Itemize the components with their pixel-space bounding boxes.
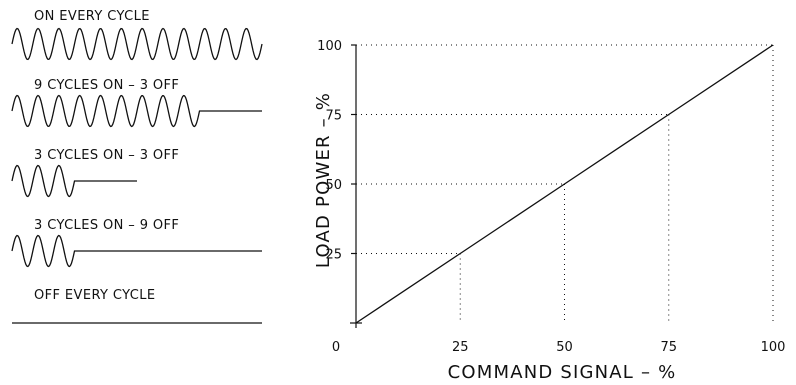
waveform-caption-on-every-cycle: ON EVERY CYCLE: [34, 9, 150, 24]
x-tick-label: 75: [660, 340, 677, 355]
y-tick-label: 50: [325, 178, 342, 193]
load-power-series-line: [355, 44, 774, 324]
y-axis-title: LOAD POWER – %: [313, 92, 334, 268]
x-axis-ticks: 0 25 50 75 100: [332, 340, 786, 355]
waveform-caption-off-every-cycle: OFF EVERY CYCLE: [34, 288, 156, 303]
x-tick-label: 50: [556, 340, 573, 355]
x-tick-label: 25: [452, 340, 469, 355]
waveform-caption-9-on-3-off: 9 CYCLES ON – 3 OFF: [34, 78, 179, 93]
y-tick-label: 75: [325, 109, 342, 124]
y-axis-ticks: 25 50 75 100: [317, 39, 356, 263]
waveform-panel: ON EVERY CYCLE 9 CYCLES ON – 3 OFF 3 CYC…: [11, 9, 263, 324]
load-power-chart: 25 50 75 100 0 25 50 75 100 LOAD POWER – % COMM…: [313, 39, 785, 383]
waveform-on-every-cycle: [11, 27, 263, 61]
waveform-caption-3-on-9-off: 3 CYCLES ON – 9 OFF: [34, 218, 179, 233]
chart-grid: [356, 44, 774, 323]
x-tick-label: 100: [761, 340, 786, 355]
waveform-caption-3-on-3-off: 3 CYCLES ON – 3 OFF: [34, 148, 179, 163]
y-tick-label: 100: [317, 39, 342, 54]
waveform-3-on-3-off: [11, 164, 137, 198]
waveform-9-on-3-off: [11, 94, 262, 128]
y-tick-label: 25: [325, 248, 342, 263]
waveform-3-on-9-off: [11, 234, 262, 268]
x-axis-title: COMMAND SIGNAL – %: [448, 362, 677, 383]
x-tick-label: 0: [332, 340, 340, 355]
